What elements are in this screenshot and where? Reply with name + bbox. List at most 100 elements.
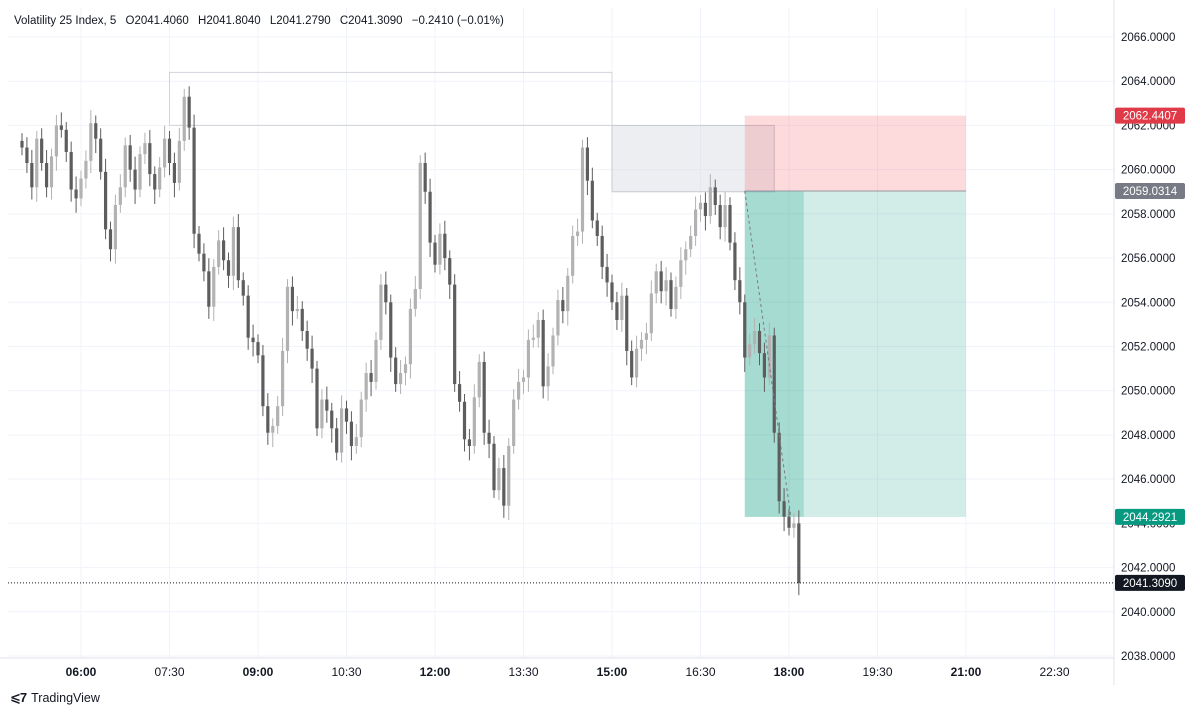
time-tick-label: 16:30 [685,665,715,679]
time-tick-label: 10:30 [331,665,361,679]
candle [782,501,786,517]
candle [413,289,417,309]
last-price-label-bg [1115,574,1185,591]
candle [492,443,496,491]
candle [226,260,231,276]
supply-zone-box[interactable] [611,124,775,193]
candle [74,189,78,199]
candle [757,331,762,354]
candle [752,331,757,345]
entry-price-label-bg [1115,183,1185,200]
candle [236,227,240,281]
candle [79,178,83,199]
candle [207,271,211,307]
candle [703,202,708,217]
take-profit-zone[interactable] [744,191,966,517]
candle [285,286,290,351]
candle [713,187,717,206]
candle [389,302,393,358]
candle [733,242,737,281]
candle [320,399,324,429]
time-tick-label: 19:30 [862,665,892,679]
candle [374,339,378,382]
candle [664,280,668,292]
candle [575,231,580,236]
candle [349,421,354,446]
candle [457,384,462,402]
candle [472,397,476,446]
symbol-label[interactable]: Volatility 25 Index, 5 [14,15,117,27]
price-tick-label: 2058.0000 [1121,209,1175,221]
price-tick-label: 2054.0000 [1121,297,1175,309]
candle [659,271,663,292]
stop-price-label: 2062.4407 [1123,111,1177,123]
candle [379,284,383,340]
time-tick-label: 18:00 [774,665,805,679]
candle [605,266,609,283]
stop-loss-zone[interactable] [744,115,966,192]
candle [138,154,142,190]
candle [197,233,201,254]
range-box[interactable] [169,71,613,126]
candle [256,342,260,356]
candle [536,319,540,338]
candle [251,337,255,343]
candle [644,333,649,340]
candle [408,308,413,365]
close-value: C2041.3090 [339,15,403,27]
candle [315,368,319,429]
tradingview-logo[interactable]: ⩽7 TradingView [10,690,100,706]
target-price-label: 2044.2921 [1123,512,1177,524]
candle [344,408,349,422]
ohlc-legend: Volatility 25 Index, 5 O2041.4060 H2041.… [14,15,510,27]
trade-path-line [744,190,792,517]
time-tick-label: 06:00 [66,665,97,679]
candle [585,147,590,181]
candle [738,280,742,303]
candle [600,235,604,267]
candle [482,361,486,433]
time-tick-label: 07:30 [154,665,184,679]
candle [153,174,157,190]
candle [295,308,299,312]
time-tick-label: 13:30 [508,665,538,679]
candle [339,408,344,453]
time-tick-label: 12:00 [420,665,451,679]
candle [615,302,619,320]
candle [212,266,216,307]
candle [502,468,506,506]
price-tick-label: 2046.0000 [1121,474,1175,486]
candle [649,293,653,334]
candle [394,357,398,385]
candle [113,205,118,250]
time-tick-label: 09:00 [243,665,274,679]
candle [354,437,358,446]
candle [280,350,285,407]
candle [84,160,88,179]
brand-name: TradingView [31,691,100,705]
candle [487,432,491,444]
candle [728,205,732,243]
candle [708,187,712,217]
candle [743,302,747,358]
candle [54,125,59,157]
change-value: −0.2410 (−0.01%) [411,15,504,27]
high-value: H2041.8040 [198,15,261,27]
candle [123,145,127,188]
price-tick-label: 2042.0000 [1121,563,1175,575]
candle [423,163,427,192]
candle [448,258,452,285]
candle [369,373,373,382]
candle [546,366,550,387]
candle [143,143,147,155]
candle [310,348,314,369]
low-value: L2041.2790 [269,15,331,27]
price-tick-label: 2048.0000 [1121,430,1175,442]
candle [187,96,191,128]
candle [777,432,781,502]
candle [202,253,206,272]
candle [462,401,467,440]
candle [35,138,39,188]
price-tick-label: 2060.0000 [1121,165,1175,177]
